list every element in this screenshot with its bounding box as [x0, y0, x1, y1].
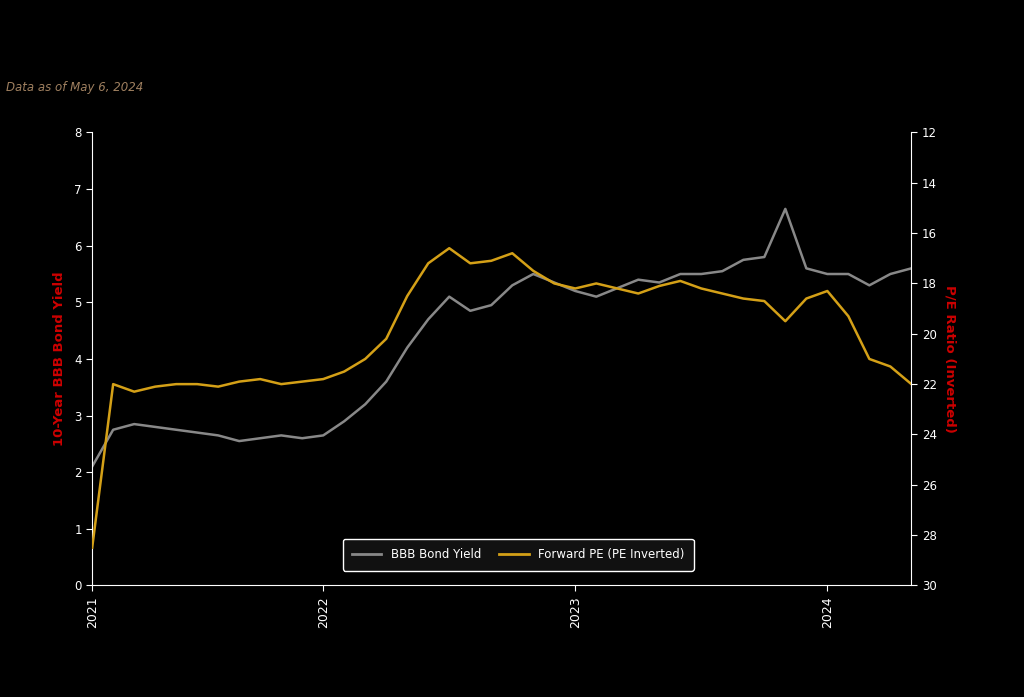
BBB Bond Yield — [254, 434, 266, 443]
Text: Data as of May 6, 2024: Data as of May 6, 2024 — [6, 81, 143, 93]
BBB Bond Yield — [275, 431, 288, 440]
Forward PE (PE Inverted) — [611, 284, 624, 293]
BBB Bond Yield — [569, 286, 582, 295]
Forward PE (PE Inverted) — [380, 335, 392, 343]
BBB Bond Yield — [758, 253, 770, 261]
Forward PE (PE Inverted) — [884, 362, 896, 371]
BBB Bond Yield — [443, 293, 456, 301]
BBB Bond Yield — [170, 426, 182, 434]
BBB Bond Yield — [212, 431, 224, 440]
Forward PE (PE Inverted) — [695, 284, 708, 293]
Legend: BBB Bond Yield, Forward PE (PE Inverted): BBB Bond Yield, Forward PE (PE Inverted) — [342, 539, 694, 571]
BBB Bond Yield — [296, 434, 308, 443]
BBB Bond Yield — [737, 256, 750, 264]
Forward PE (PE Inverted) — [863, 355, 876, 363]
BBB Bond Yield — [632, 275, 644, 284]
BBB Bond Yield — [233, 437, 246, 445]
BBB Bond Yield — [863, 281, 876, 289]
Forward PE (PE Inverted) — [590, 279, 602, 288]
Forward PE (PE Inverted) — [275, 380, 288, 388]
Forward PE (PE Inverted) — [716, 289, 728, 298]
BBB Bond Yield — [800, 264, 812, 273]
BBB Bond Yield — [506, 281, 518, 289]
Forward PE (PE Inverted) — [527, 267, 540, 275]
Forward PE (PE Inverted) — [569, 284, 582, 293]
BBB Bond Yield — [380, 377, 392, 385]
Forward PE (PE Inverted) — [401, 292, 414, 300]
Line: BBB Bond Yield: BBB Bond Yield — [92, 209, 911, 466]
Forward PE (PE Inverted) — [212, 383, 224, 391]
BBB Bond Yield — [527, 270, 540, 278]
BBB Bond Yield — [779, 205, 792, 213]
Line: Forward PE (PE Inverted): Forward PE (PE Inverted) — [92, 248, 911, 548]
Y-axis label: 10-Year BBB Bond Yield: 10-Year BBB Bond Yield — [53, 272, 66, 446]
Forward PE (PE Inverted) — [737, 294, 750, 302]
BBB Bond Yield — [821, 270, 834, 278]
Forward PE (PE Inverted) — [254, 375, 266, 383]
Forward PE (PE Inverted) — [443, 244, 456, 252]
Forward PE (PE Inverted) — [128, 388, 140, 396]
Forward PE (PE Inverted) — [506, 249, 518, 257]
Forward PE (PE Inverted) — [779, 317, 792, 325]
Forward PE (PE Inverted) — [821, 286, 834, 295]
Y-axis label: P/E Ratio (Inverted): P/E Ratio (Inverted) — [943, 285, 956, 433]
BBB Bond Yield — [590, 293, 602, 301]
BBB Bond Yield — [695, 270, 708, 278]
Forward PE (PE Inverted) — [800, 294, 812, 302]
BBB Bond Yield — [108, 426, 120, 434]
Forward PE (PE Inverted) — [170, 380, 182, 388]
Text: S&P Forward PE vs 10-Year BBB Corporate Bond Yield (%): S&P Forward PE vs 10-Year BBB Corporate … — [8, 22, 523, 40]
BBB Bond Yield — [464, 307, 476, 315]
Forward PE (PE Inverted) — [653, 282, 666, 290]
BBB Bond Yield — [716, 267, 728, 275]
Forward PE (PE Inverted) — [233, 377, 246, 385]
BBB Bond Yield — [653, 278, 666, 286]
Forward PE (PE Inverted) — [842, 312, 854, 321]
Forward PE (PE Inverted) — [548, 279, 560, 288]
BBB Bond Yield — [338, 417, 350, 425]
Forward PE (PE Inverted) — [191, 380, 204, 388]
Text: Source:  Standard & Poor's, Bloomberg; Cresset Capital.
File #0367: Source: Standard & Poor's, Bloomberg; Cr… — [10, 627, 303, 648]
Forward PE (PE Inverted) — [674, 277, 686, 285]
BBB Bond Yield — [422, 315, 434, 323]
BBB Bond Yield — [842, 270, 854, 278]
Forward PE (PE Inverted) — [108, 380, 120, 388]
BBB Bond Yield — [317, 431, 330, 440]
Forward PE (PE Inverted) — [464, 259, 476, 268]
Forward PE (PE Inverted) — [338, 367, 350, 376]
BBB Bond Yield — [128, 420, 140, 428]
BBB Bond Yield — [150, 422, 162, 431]
Forward PE (PE Inverted) — [317, 375, 330, 383]
Forward PE (PE Inverted) — [86, 544, 98, 552]
Forward PE (PE Inverted) — [150, 383, 162, 391]
Forward PE (PE Inverted) — [905, 380, 918, 388]
Forward PE (PE Inverted) — [296, 377, 308, 385]
Forward PE (PE Inverted) — [758, 297, 770, 305]
Forward PE (PE Inverted) — [485, 256, 498, 265]
BBB Bond Yield — [401, 344, 414, 352]
BBB Bond Yield — [548, 278, 560, 286]
BBB Bond Yield — [884, 270, 896, 278]
BBB Bond Yield — [905, 264, 918, 273]
BBB Bond Yield — [485, 301, 498, 309]
Forward PE (PE Inverted) — [632, 289, 644, 298]
BBB Bond Yield — [611, 284, 624, 292]
BBB Bond Yield — [674, 270, 686, 278]
BBB Bond Yield — [86, 462, 98, 470]
BBB Bond Yield — [191, 429, 204, 437]
BBB Bond Yield — [359, 400, 372, 408]
Forward PE (PE Inverted) — [422, 259, 434, 268]
Forward PE (PE Inverted) — [359, 355, 372, 363]
